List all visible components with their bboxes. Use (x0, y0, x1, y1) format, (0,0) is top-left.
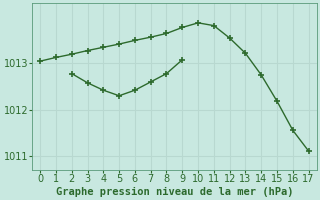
X-axis label: Graphe pression niveau de la mer (hPa): Graphe pression niveau de la mer (hPa) (56, 186, 293, 197)
